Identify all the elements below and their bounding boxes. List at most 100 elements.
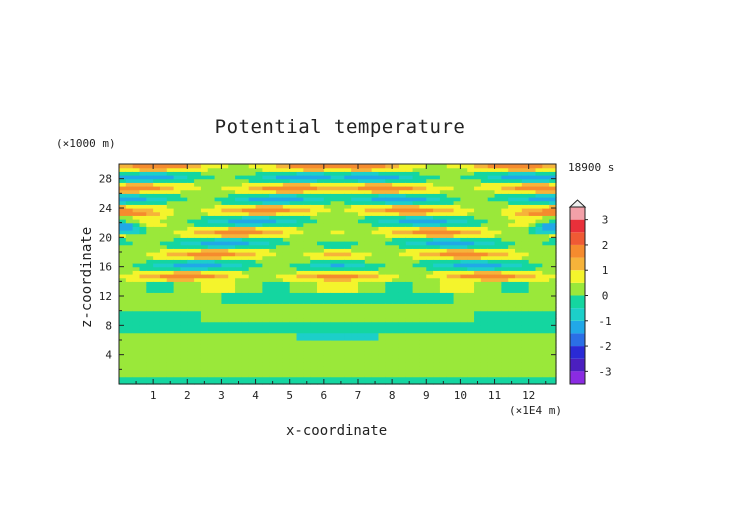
heatmap-cell bbox=[200, 277, 209, 282]
heatmap-cell bbox=[262, 164, 270, 169]
heatmap-cell bbox=[385, 241, 393, 246]
heatmap-cell bbox=[446, 288, 455, 293]
heatmap-cell bbox=[535, 351, 543, 356]
heatmap-cell bbox=[467, 197, 475, 202]
heatmap-cell bbox=[235, 259, 243, 264]
heatmap-cell bbox=[317, 259, 325, 264]
heatmap-cell bbox=[433, 340, 441, 345]
heatmap-cell bbox=[119, 208, 127, 213]
heatmap-cell bbox=[139, 274, 147, 279]
heatmap-cell bbox=[494, 347, 502, 352]
heatmap-cell bbox=[276, 248, 284, 253]
heatmap-cell bbox=[364, 248, 373, 253]
heatmap-cell bbox=[480, 266, 489, 271]
heatmap-cell bbox=[453, 226, 462, 231]
heatmap-cell bbox=[412, 230, 421, 235]
heatmap-cell bbox=[303, 164, 311, 169]
heatmap-cell bbox=[187, 182, 195, 187]
heatmap-cell bbox=[132, 208, 141, 213]
heatmap-cell bbox=[371, 281, 380, 286]
heatmap-cell bbox=[303, 343, 311, 348]
heatmap-cell bbox=[139, 211, 147, 216]
heatmap-cell bbox=[153, 376, 161, 381]
heatmap-cell bbox=[289, 288, 298, 293]
heatmap-cell bbox=[235, 197, 243, 202]
heatmap-cell bbox=[446, 274, 455, 279]
heatmap-cell bbox=[398, 369, 407, 374]
heatmap-cell bbox=[146, 244, 154, 249]
heatmap-cell bbox=[282, 255, 291, 260]
heatmap-cell bbox=[467, 263, 475, 268]
heatmap-cell bbox=[467, 233, 475, 238]
heatmap-cell bbox=[194, 310, 202, 315]
heatmap-cell bbox=[344, 263, 352, 268]
heatmap-cell bbox=[173, 204, 182, 209]
heatmap-cell bbox=[146, 222, 154, 227]
heatmap-cell bbox=[125, 208, 134, 213]
heatmap-cell bbox=[248, 164, 257, 169]
heatmap-cell bbox=[501, 255, 509, 260]
heatmap-cell bbox=[385, 215, 393, 220]
heatmap-cell bbox=[398, 332, 407, 337]
heatmap-cell bbox=[426, 314, 434, 319]
heatmap-cell bbox=[515, 233, 523, 238]
heatmap-cell bbox=[378, 167, 386, 172]
heatmap-cell bbox=[446, 171, 455, 176]
heatmap-cell bbox=[323, 248, 332, 253]
heatmap-cell bbox=[474, 171, 482, 176]
heatmap-cell bbox=[200, 226, 209, 231]
heatmap-cell bbox=[228, 358, 236, 363]
heatmap-cell bbox=[433, 266, 441, 271]
heatmap-cell bbox=[398, 292, 407, 297]
heatmap-cell bbox=[296, 244, 304, 249]
heatmap-cell bbox=[487, 200, 496, 205]
heatmap-cell bbox=[289, 171, 298, 176]
heatmap-cell bbox=[460, 215, 468, 220]
heatmap-cell bbox=[515, 332, 523, 337]
heatmap-cell bbox=[501, 321, 509, 326]
heatmap-cell bbox=[132, 263, 141, 268]
heatmap-cell bbox=[412, 314, 421, 319]
heatmap-cell bbox=[139, 263, 147, 268]
heatmap-cell bbox=[303, 277, 311, 282]
heatmap-cell bbox=[549, 329, 557, 334]
heatmap-cell bbox=[269, 193, 277, 198]
heatmap-cell bbox=[119, 321, 127, 326]
heatmap-cell bbox=[474, 208, 482, 213]
heatmap-cell bbox=[508, 186, 516, 191]
heatmap-cell bbox=[398, 226, 407, 231]
heatmap-cell bbox=[344, 303, 352, 308]
heatmap-cell bbox=[337, 200, 345, 205]
heatmap-cell bbox=[317, 189, 325, 194]
heatmap-cell bbox=[221, 255, 229, 260]
heatmap-cell bbox=[371, 376, 380, 381]
heatmap-cell bbox=[378, 296, 386, 301]
heatmap-cell bbox=[419, 255, 427, 260]
heatmap-cell bbox=[412, 226, 421, 231]
heatmap-cell bbox=[269, 259, 277, 264]
heatmap-cell bbox=[357, 178, 366, 183]
heatmap-cell bbox=[378, 380, 386, 385]
heatmap-cell bbox=[159, 208, 168, 213]
heatmap-cell bbox=[146, 208, 154, 213]
heatmap-cell bbox=[221, 365, 229, 370]
heatmap-cell bbox=[159, 307, 168, 312]
heatmap-cell bbox=[419, 186, 427, 191]
heatmap-cell bbox=[282, 266, 291, 271]
heatmap-cell bbox=[119, 314, 127, 319]
heatmap-cell bbox=[248, 373, 257, 378]
heatmap-cell bbox=[508, 373, 516, 378]
heatmap-cell bbox=[166, 277, 175, 282]
heatmap-cell bbox=[378, 281, 386, 286]
heatmap-cell bbox=[317, 340, 325, 345]
heatmap-cell bbox=[132, 200, 141, 205]
heatmap-cell bbox=[153, 369, 161, 374]
heatmap-cell bbox=[289, 189, 298, 194]
heatmap-cell bbox=[139, 318, 147, 323]
heatmap-cell bbox=[515, 244, 523, 249]
heatmap-cell bbox=[351, 277, 359, 282]
heatmap-cell bbox=[439, 321, 448, 326]
heatmap-cell bbox=[426, 255, 434, 260]
heatmap-cell bbox=[303, 193, 311, 198]
heatmap-cell bbox=[323, 329, 332, 334]
